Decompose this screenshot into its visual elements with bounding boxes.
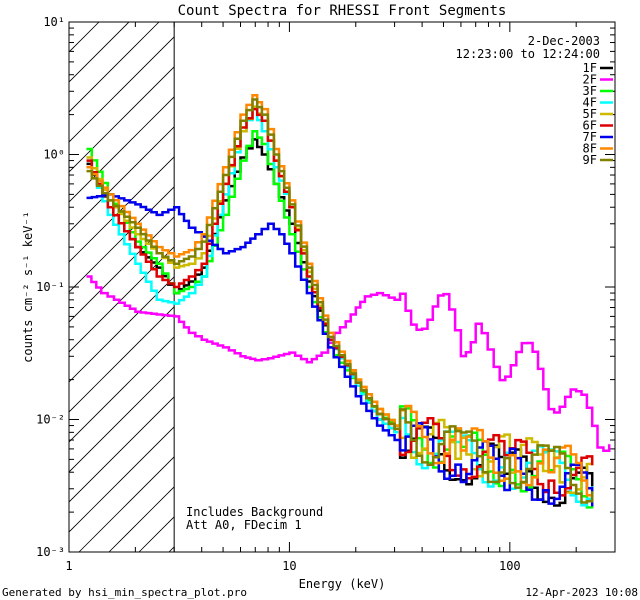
legend-label-3F: 3F (583, 84, 597, 98)
hatch-line (69, 22, 160, 113)
series-line-9F (86, 98, 594, 504)
hatch-line (69, 426, 175, 533)
x-tick-label: 1 (65, 559, 72, 573)
hatch-line (69, 246, 175, 353)
legend-label-4F: 4F (583, 96, 597, 110)
hatch-line (69, 96, 175, 203)
legend-label-6F: 6F (583, 119, 597, 133)
y-tick-label: 10⁻² (36, 413, 65, 427)
hatch-line (69, 396, 175, 503)
y-axis-label: counts cm⁻² s⁻¹ keV⁻¹ (21, 211, 35, 363)
legend-label-5F: 5F (583, 107, 597, 121)
legend-label-8F: 8F (583, 142, 597, 156)
footer-timestamp: 12-Apr-2023 10:08 (525, 586, 638, 599)
hatch-line (69, 276, 175, 383)
hatch-line (69, 216, 175, 323)
y-tick-label: 10⁰ (43, 148, 65, 162)
annotation-date: 2-Dec-2003 (528, 34, 600, 48)
hatch-line (78, 456, 175, 552)
hatched-region (69, 22, 175, 552)
x-axis-label: Energy (keV) (299, 577, 386, 591)
legend-label-7F: 7F (583, 130, 597, 144)
legend-label-1F: 1F (583, 61, 597, 75)
chart-title: Count Spectra for RHESSI Front Segments (178, 3, 507, 19)
hatch-line (69, 366, 175, 473)
legend-label-9F: 9F (583, 153, 597, 167)
y-tick-label: 10⁻¹ (36, 280, 65, 294)
x-tick-label: 10 (282, 559, 296, 573)
hatch-line (69, 66, 175, 173)
legend-label-2F: 2F (583, 73, 597, 87)
series-group (86, 94, 611, 509)
annotation-attenuator: Att A0, FDecim 1 (186, 518, 302, 532)
footer-generated-by: Generated by hsi_min_spectra_plot.pro (2, 586, 247, 599)
hatch-line (69, 36, 175, 143)
y-axis: 10⁻³ 10⁻² 10⁻¹ 10⁰ 10¹ (36, 15, 615, 559)
y-tick-label: 10⁻³ (36, 545, 65, 559)
y-tick-label: 10¹ (43, 15, 65, 29)
series-line-2F (86, 275, 611, 453)
annotation-background: Includes Background (186, 505, 323, 519)
annotation-time: 12:23:00 to 12:24:00 (456, 47, 601, 61)
x-axis: 1 10 100 (65, 22, 616, 573)
x-tick-label: 100 (499, 559, 521, 573)
